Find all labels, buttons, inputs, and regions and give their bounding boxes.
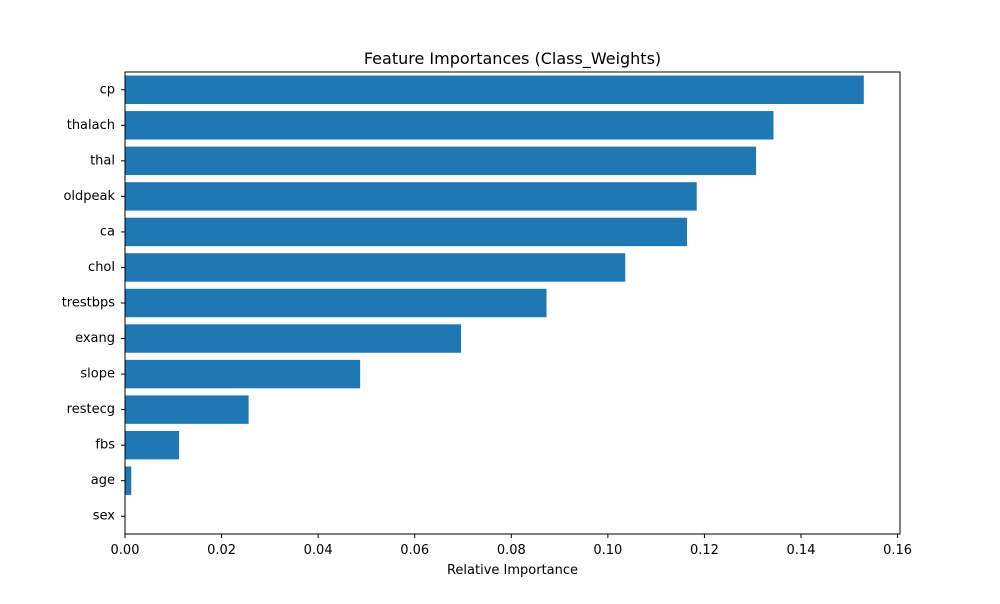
y-tick-label: trestbps xyxy=(62,296,116,311)
y-tick-label: thal xyxy=(90,153,115,168)
y-tick-label: restecg xyxy=(67,402,115,417)
y-tick-label: ca xyxy=(100,224,115,239)
y-tick-label: chol xyxy=(88,260,115,275)
bar-ca xyxy=(125,217,688,247)
x-tick-label: 0.08 xyxy=(497,543,526,558)
x-tick-label: 0.12 xyxy=(690,543,719,558)
plot-area-frame xyxy=(124,71,901,535)
y-axis: cp thalach thal oldpeak ca chol trestbps exang s… xyxy=(62,82,125,524)
bar-trestbps xyxy=(125,288,547,318)
y-tick-label: sex xyxy=(93,509,116,524)
x-tick-label: 0.02 xyxy=(207,543,236,558)
bar-cp xyxy=(125,75,864,104)
bar-chol xyxy=(125,253,626,282)
y-tick-label: cp xyxy=(100,82,115,97)
y-tick-label: slope xyxy=(80,367,115,382)
bar-fbs xyxy=(125,430,180,460)
bar-exang xyxy=(125,324,462,353)
bar-restecg xyxy=(125,395,249,424)
y-tick-label: fbs xyxy=(95,438,115,453)
x-tick-label: 0.04 xyxy=(304,543,333,558)
bar-age xyxy=(125,466,132,495)
bar-slope xyxy=(125,359,361,389)
y-tick-label: oldpeak xyxy=(63,189,115,204)
y-tick-label: age xyxy=(91,473,115,488)
x-tick-label: 0.16 xyxy=(883,543,912,558)
bar-oldpeak xyxy=(125,182,697,211)
chart-title: Feature Importances (Class_Weights) xyxy=(364,49,661,69)
x-axis-title: Relative Importance xyxy=(447,563,578,578)
bar-thal xyxy=(125,146,757,176)
x-axis: 0.00 0.02 0.04 0.06 0.08 0.10 0.12 0.14 0.16 xyxy=(111,534,912,558)
x-tick-label: 0.14 xyxy=(787,543,816,558)
y-tick-label: thalach xyxy=(67,118,115,133)
bars-layer xyxy=(125,75,864,495)
y-tick-label: exang xyxy=(75,331,115,346)
x-tick-label: 0.10 xyxy=(593,543,622,558)
x-tick-label: 0.00 xyxy=(111,543,140,558)
x-tick-label: 0.06 xyxy=(400,543,429,558)
bar-thalach xyxy=(125,111,774,140)
